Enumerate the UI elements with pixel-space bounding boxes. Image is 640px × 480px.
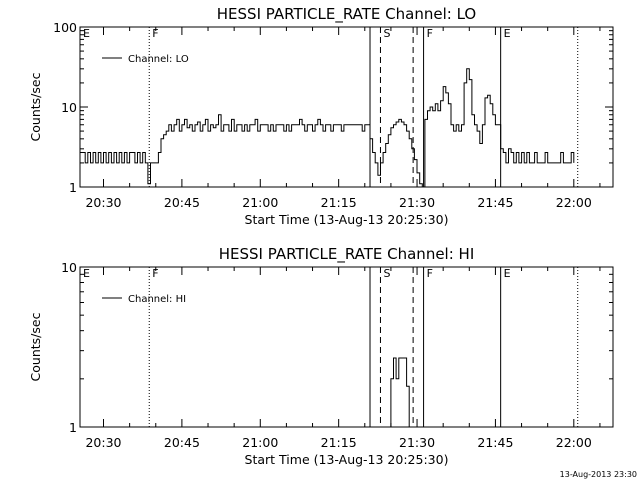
y-axis-label: Counts/sec [28,72,43,141]
chart-title: HESSI PARTICLE_RATE Channel: LO [217,5,476,24]
panel-hi: HESSI PARTICLE_RATE Channel: HI Start Tim… [28,245,614,467]
y-tick-label: 100 [53,20,77,35]
x-tick-label: 21:15 [321,195,357,210]
x-tick-label: 20:30 [85,195,121,210]
series-line [388,357,410,427]
event-marker-label: F [152,267,158,280]
event-marker-label: F [427,27,433,40]
x-tick-label: 20:45 [164,435,200,450]
legend-label: Channel: HI [128,294,186,305]
x-tick-label: 20:45 [164,195,200,210]
event-marker-label: F [427,267,433,280]
x-tick-label: 21:00 [242,435,278,450]
x-tick-label: 22:00 [556,435,592,450]
panel-lo: HESSI PARTICLE_RATE Channel: LO Start Tim… [28,5,614,227]
x-axis-label: Start Time (13-Aug-13 20:25:30) [245,452,449,467]
series-line [80,68,575,187]
x-tick-label: 22:00 [556,195,592,210]
y-tick-label: 10 [61,260,77,275]
y-tick-label: 10 [61,100,77,115]
chart-title: HESSI PARTICLE_RATE Channel: HI [219,245,475,264]
y-tick-label: 1 [69,180,77,195]
x-tick-label: 21:15 [321,435,357,450]
y-tick-label: 1 [69,420,77,435]
plot-frame [79,266,614,428]
event-marker-label: E [83,267,90,280]
event-marker-label: E [83,27,90,40]
event-marker-label: F [152,27,158,40]
legend-label: Channel: LO [128,54,189,65]
x-tick-label: 21:45 [477,435,513,450]
x-tick-label: 20:30 [85,435,121,450]
x-tick-label: 21:00 [242,195,278,210]
timestamp-stamp: 13-Aug-2013 23:30 [560,470,637,479]
x-tick-label: 21:30 [399,195,435,210]
x-axis-label: Start Time (13-Aug-13 20:25:30) [245,212,449,227]
y-axis-label: Counts/sec [28,312,43,381]
x-tick-label: 21:30 [399,435,435,450]
event-marker-label: E [504,27,511,40]
event-marker-label: S [383,267,390,280]
x-tick-label: 21:45 [477,195,513,210]
event-marker-label: S [383,27,390,40]
event-marker-label: E [504,267,511,280]
